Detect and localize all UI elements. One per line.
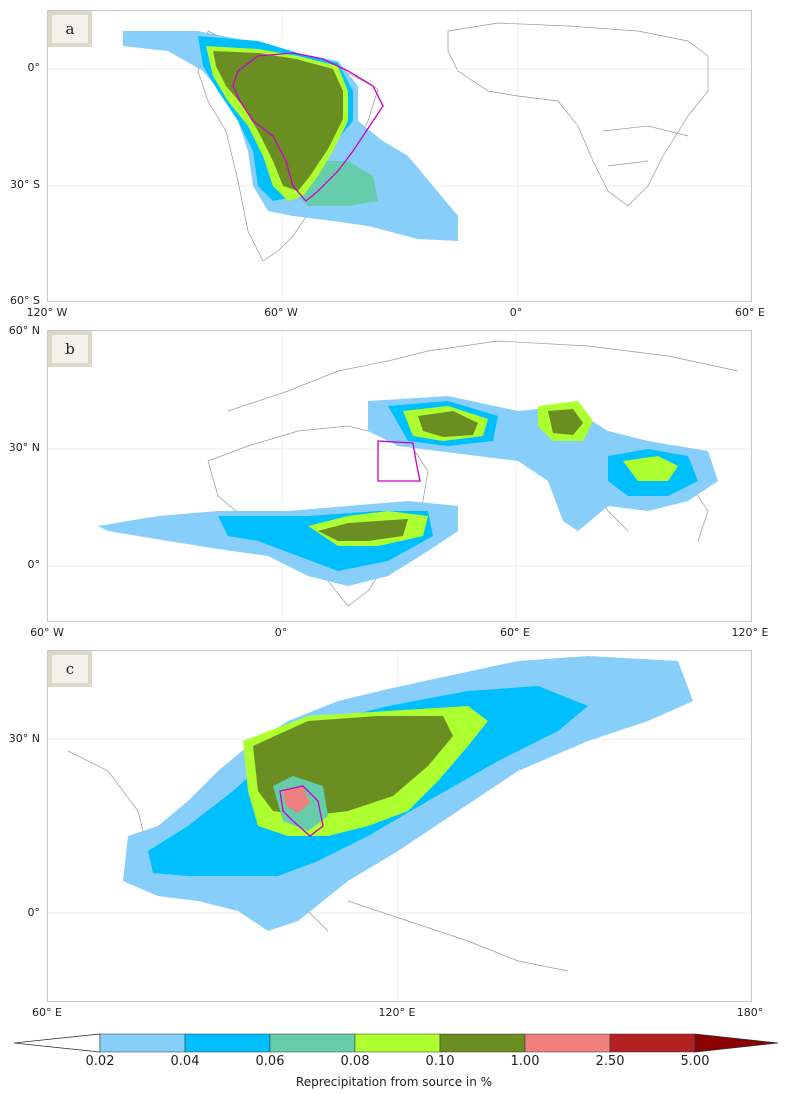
x-tick: 180° [736, 1006, 764, 1019]
x-tick: 0° [274, 626, 288, 639]
map-a-svg [48, 11, 751, 301]
x-tick: 120° E [378, 1006, 416, 1019]
y-tick: 0° [27, 906, 41, 919]
x-tick: 120° E [731, 626, 769, 639]
colorbar-swatch [184, 1033, 271, 1053]
x-tick: 60° W [264, 306, 298, 319]
map-panel-b: b [47, 330, 752, 622]
y-tick: 30° S [10, 178, 40, 191]
x-tick: 120° W [26, 306, 68, 319]
map-panel-a: a [47, 10, 752, 302]
x-tick: 60° W [30, 626, 64, 639]
y-tick: 30° N [8, 732, 40, 745]
x-tick: 0° [509, 306, 523, 319]
colorbar-swatch [269, 1033, 356, 1053]
colorbar-tick: 1.00 [510, 1054, 540, 1069]
y-tick: 60° N [8, 324, 40, 337]
colorbar [0, 1030, 788, 1090]
panel-label-c: c [48, 651, 92, 687]
colorbar-swatch [99, 1033, 186, 1053]
map-c-svg [48, 651, 751, 1001]
colorbar-swatch [609, 1033, 696, 1053]
panel-label-a: a [48, 11, 92, 47]
colorbar-label: Reprecipitation from source in % [295, 1075, 493, 1089]
y-tick: 0° [27, 558, 41, 571]
x-tick: 60° E [735, 306, 765, 319]
colorbar-swatch [439, 1033, 526, 1053]
x-tick: 60° E [32, 1006, 62, 1019]
map-b-svg [48, 331, 751, 621]
colorbar-swatch [354, 1033, 441, 1053]
colorbar-svg [13, 1033, 779, 1053]
y-tick: 30° N [8, 441, 40, 454]
colorbar-tick: 0.06 [255, 1054, 285, 1069]
colorbar-tick: 0.04 [170, 1054, 200, 1069]
map-panel-c: c [47, 650, 752, 1002]
x-tick: 60° E [500, 626, 530, 639]
colorbar-tick: 5.00 [680, 1054, 710, 1069]
y-tick: 60° S [10, 294, 40, 307]
colorbar-tick: 0.02 [85, 1054, 115, 1069]
panel-label-b: b [48, 331, 92, 367]
y-tick: 0° [27, 61, 41, 74]
colorbar-tick: 0.10 [425, 1054, 455, 1069]
colorbar-tick: 0.08 [340, 1054, 370, 1069]
colorbar-swatch [524, 1033, 611, 1053]
colorbar-tick: 2.50 [595, 1054, 625, 1069]
